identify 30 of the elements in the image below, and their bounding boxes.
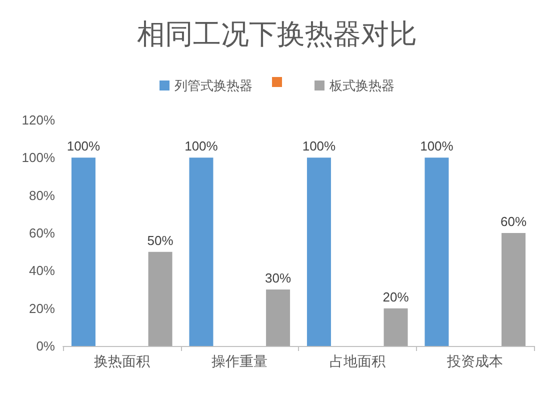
legend-label: 板式换热器	[328, 78, 394, 93]
y-tick-label: 100%	[22, 150, 56, 166]
y-tick-label: 60%	[28, 226, 56, 240]
y-tick-label: 120%	[22, 112, 56, 128]
data-label: 20%	[382, 289, 410, 304]
x-tick-label: 换热面积	[94, 353, 150, 369]
data-label: 100%	[66, 138, 101, 154]
bar	[266, 290, 290, 346]
bar	[148, 252, 172, 346]
y-tick-label: 0%	[36, 338, 56, 354]
data-label: 60%	[500, 214, 527, 229]
data-label: 30%	[265, 270, 292, 286]
data-label: 100%	[420, 138, 454, 154]
data-label: 50%	[147, 232, 174, 248]
bar	[424, 158, 449, 346]
y-tick-label: 80%	[28, 188, 56, 203]
chart-title: 相同工况下换热器对比	[137, 20, 417, 50]
data-label: 100%	[184, 138, 218, 154]
bar	[71, 158, 96, 346]
legend-label: 列管式换热器	[174, 78, 252, 93]
bar	[502, 233, 526, 346]
x-tick-label: 占地面积	[329, 353, 386, 369]
bar	[384, 308, 408, 346]
x-tick-label: 操作重量	[212, 353, 268, 369]
y-tick-label: 40%	[28, 263, 56, 278]
data-label: 100%	[302, 138, 336, 154]
y-tick-label: 20%	[28, 300, 56, 316]
bar	[189, 158, 214, 346]
x-tick-label: 投资成本	[446, 353, 504, 369]
bar	[306, 158, 331, 346]
